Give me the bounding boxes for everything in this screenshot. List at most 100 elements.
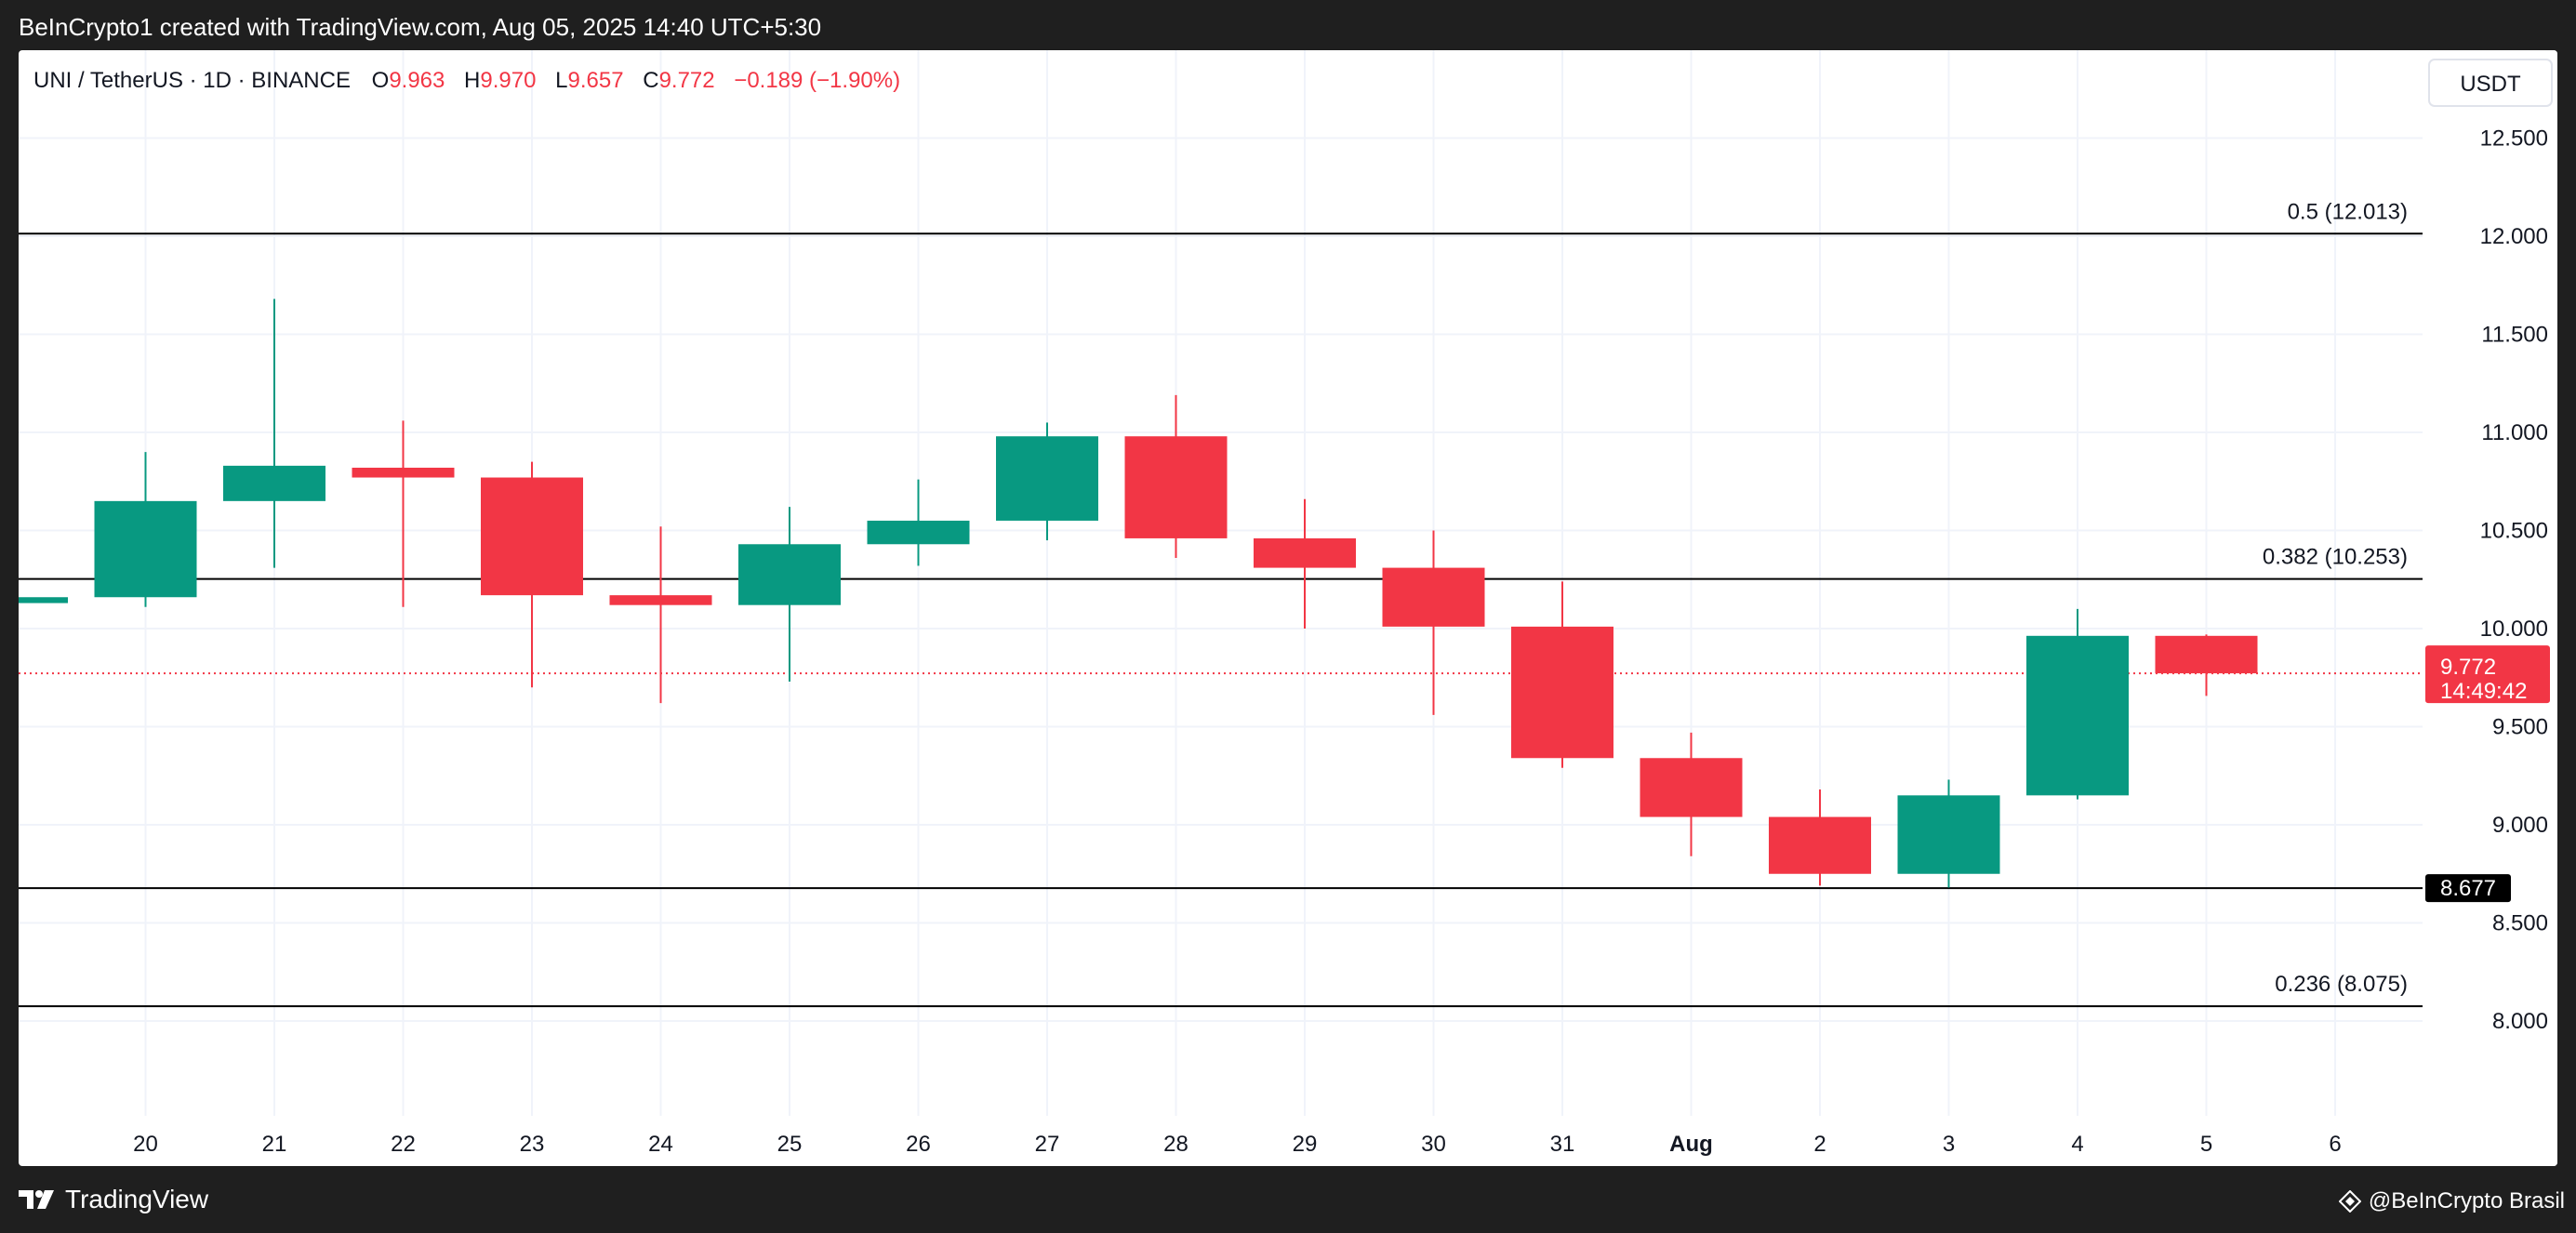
horizontal-lines: 0.5 (12.013) 0.382 (10.253) 0.236 (8.075): [19, 199, 2423, 1008]
candle-body: [996, 436, 1098, 521]
fib-level-label: 0.382 (10.253): [2263, 545, 2408, 570]
time-tick-label: 21: [262, 1132, 287, 1157]
high-value: 9.970: [480, 68, 536, 93]
candle-body: [223, 465, 325, 501]
price-scale[interactable]: 12.500 12.000 11.500 11.000 10.500 10.000 9.50…: [2425, 126, 2550, 1035]
last-price-badge: [2425, 645, 2550, 704]
price-tick-label: 9.000: [2492, 813, 2548, 838]
candle[interactable]: [1254, 498, 1356, 629]
close-value: 9.772: [659, 68, 715, 93]
candle-body: [867, 520, 970, 545]
price-tick-label: 8.500: [2492, 911, 2548, 936]
candle-body: [738, 544, 841, 605]
price-tick-label: 10.500: [2480, 519, 2548, 544]
candle[interactable]: [1769, 789, 1871, 886]
price-tick-label: 9.500: [2492, 715, 2548, 740]
candle-body: [2155, 635, 2258, 674]
candle-countdown-label: 14:49:42: [2440, 679, 2527, 704]
time-tick-label: 26: [906, 1132, 931, 1157]
candle-body: [1897, 795, 2000, 874]
candle[interactable]: [867, 479, 970, 566]
candle-body: [1640, 758, 1743, 817]
change-value: −0.189 (−1.90%): [734, 68, 900, 93]
candle[interactable]: [2026, 608, 2129, 800]
candle-body: [1769, 816, 1871, 874]
candle[interactable]: [738, 507, 841, 682]
attribution-text: BeInCrypto1 created with TradingView.com…: [19, 13, 822, 41]
candle[interactable]: [94, 452, 197, 607]
candle-body: [609, 595, 712, 605]
grid-lines: [19, 50, 2423, 1116]
time-tick-label: 6: [2329, 1132, 2341, 1157]
tradingview-logo[interactable]: TradingView: [19, 1185, 208, 1214]
attribution-bar: BeInCrypto1 created with TradingView.com…: [0, 0, 2576, 50]
candle[interactable]: [996, 422, 1098, 541]
support-price-badge: [2425, 874, 2511, 903]
price-tick-label: 12.000: [2480, 224, 2548, 249]
support-price-label: 8.677: [2440, 876, 2496, 901]
binance-diamond-icon: [2338, 1190, 2361, 1213]
price-scale-background[interactable]: [2423, 50, 2557, 1166]
symbol-label: UNI / TetherUS · 1D · BINANCE: [33, 68, 351, 93]
time-tick-label: 20: [133, 1132, 158, 1157]
candle[interactable]: [352, 420, 455, 607]
candle-body: [1382, 567, 1485, 627]
time-axis[interactable]: 20 21 22 23 24 25 26 27 28 29 30 31 Aug 2 3 4 5 6: [133, 1132, 2342, 1157]
candle-body: [352, 467, 455, 478]
open-value: 9.963: [389, 68, 445, 93]
svg-text:UNI / TetherUS · 1D · BINANCE: UNI / TetherUS · 1D · BINANCE O9.963 H9.…: [33, 68, 900, 93]
fib-level-label: 0.236 (8.075): [2275, 972, 2408, 997]
candlestick-chart[interactable]: 0.5 (12.013)0.382 (10.253)0.236 (8.075) …: [19, 50, 2557, 1166]
time-tick-label: 27: [1035, 1132, 1060, 1157]
price-tick-label: 10.000: [2480, 616, 2548, 642]
time-tick-label: 31: [1550, 1132, 1575, 1157]
time-tick-label: 23: [520, 1132, 545, 1157]
candle-body: [1254, 537, 1356, 568]
time-tick-label: 4: [2071, 1132, 2083, 1157]
candle[interactable]: [1897, 779, 2000, 888]
candle[interactable]: [481, 461, 583, 688]
candle[interactable]: [19, 597, 68, 609]
candle-body: [2026, 635, 2129, 796]
time-tick-label: 3: [1943, 1132, 1955, 1157]
candle[interactable]: [609, 526, 712, 704]
time-tick-label: Aug: [1669, 1132, 1713, 1157]
candle-body: [1511, 626, 1613, 759]
candle[interactable]: [1640, 732, 1743, 856]
fib-level-label: 0.5 (12.013): [2288, 199, 2408, 224]
candle[interactable]: [1511, 581, 1613, 768]
candle[interactable]: [2155, 634, 2258, 696]
candle[interactable]: [223, 298, 325, 568]
low-value: 9.657: [567, 68, 623, 93]
candle-body: [481, 477, 583, 596]
time-tick-label: 22: [391, 1132, 416, 1157]
candle[interactable]: [1124, 394, 1228, 559]
time-tick-label: 25: [777, 1132, 803, 1157]
price-tick-label: 11.000: [2481, 420, 2548, 445]
tradingview-brand: TradingView: [65, 1185, 209, 1213]
candles[interactable]: [19, 298, 2258, 888]
open-label: O: [372, 68, 390, 93]
chart-panel[interactable]: 0.5 (12.013) 0.382 (10.253) 0.236 (8.075) …: [19, 50, 2557, 1166]
credit-text: @BeInCrypto Brasil: [2368, 1188, 2565, 1213]
time-tick-label: 30: [1421, 1132, 1446, 1157]
close-label: C: [643, 68, 658, 93]
candle-body: [1124, 436, 1228, 538]
footer-bar: TradingView @BeInCrypto Brasil: [0, 1166, 2576, 1233]
time-tick-label: 5: [2200, 1132, 2212, 1157]
time-tick-label: 29: [1293, 1132, 1318, 1157]
currency-button[interactable]: USDT: [2428, 59, 2553, 107]
high-label: H: [464, 68, 480, 93]
credit: @BeInCrypto Brasil: [2338, 1188, 2565, 1214]
time-tick-label: 2: [1813, 1132, 1826, 1157]
low-label: L: [555, 68, 567, 93]
symbol-legend: UNI / TetherUS · 1D · BINANCE O9.963 H9.…: [33, 68, 900, 93]
tradingview-logo-icon: [19, 1190, 54, 1209]
candle-body: [94, 500, 197, 598]
price-tick-label: 11.500: [2481, 323, 2548, 348]
currency-label: USDT: [2460, 72, 2521, 97]
time-tick-label: 24: [648, 1132, 673, 1157]
price-tick-label: 8.000: [2492, 1009, 2548, 1034]
candle[interactable]: [1382, 530, 1485, 715]
candle-body: [19, 597, 68, 603]
